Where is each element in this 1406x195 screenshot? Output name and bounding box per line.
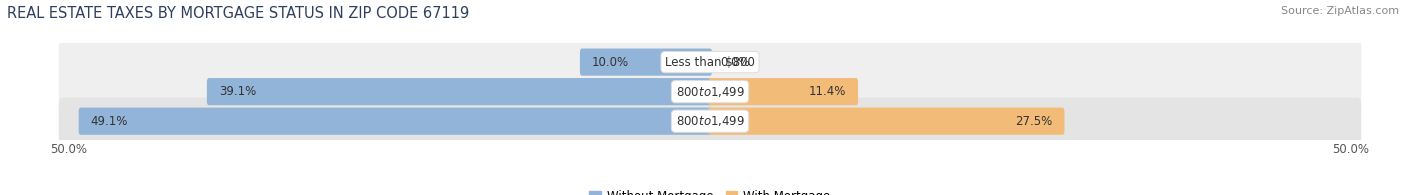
Legend: Without Mortgage, With Mortgage: Without Mortgage, With Mortgage	[585, 185, 835, 195]
Text: 39.1%: 39.1%	[219, 85, 256, 98]
Text: 49.1%: 49.1%	[91, 115, 128, 128]
Text: 0.0%: 0.0%	[720, 56, 749, 69]
Text: $800 to $1,499: $800 to $1,499	[675, 114, 745, 128]
FancyBboxPatch shape	[59, 98, 1361, 145]
FancyBboxPatch shape	[59, 68, 1361, 115]
FancyBboxPatch shape	[207, 78, 711, 105]
Text: Less than $800: Less than $800	[665, 56, 755, 69]
FancyBboxPatch shape	[709, 78, 858, 105]
Text: 11.4%: 11.4%	[808, 85, 846, 98]
FancyBboxPatch shape	[579, 49, 711, 76]
Text: 27.5%: 27.5%	[1015, 115, 1052, 128]
Text: Source: ZipAtlas.com: Source: ZipAtlas.com	[1281, 6, 1399, 16]
FancyBboxPatch shape	[59, 38, 1361, 86]
FancyBboxPatch shape	[79, 108, 711, 135]
Text: REAL ESTATE TAXES BY MORTGAGE STATUS IN ZIP CODE 67119: REAL ESTATE TAXES BY MORTGAGE STATUS IN …	[7, 6, 470, 21]
Text: $800 to $1,499: $800 to $1,499	[675, 85, 745, 99]
Text: 10.0%: 10.0%	[592, 56, 630, 69]
FancyBboxPatch shape	[709, 108, 1064, 135]
